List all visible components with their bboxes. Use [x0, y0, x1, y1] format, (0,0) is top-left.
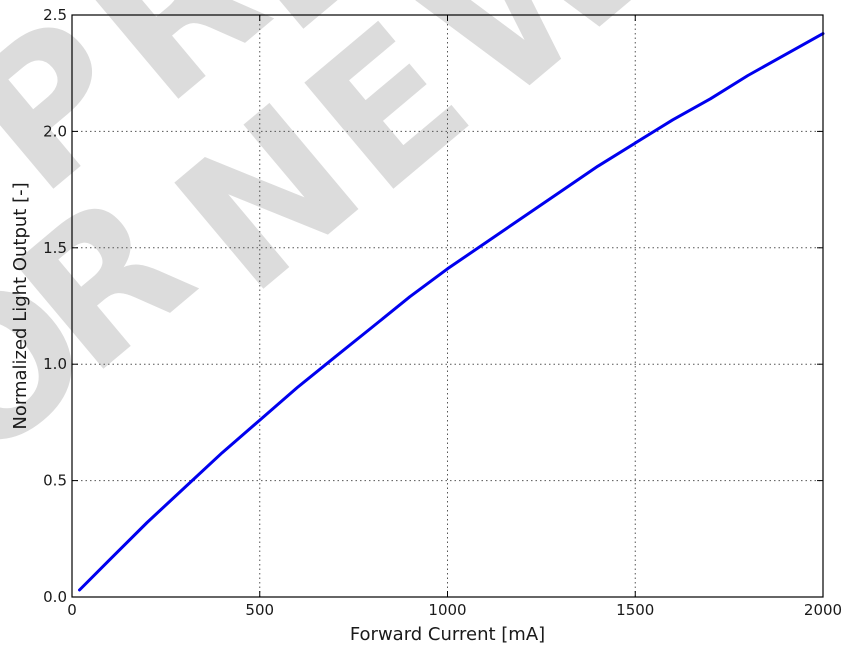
x-tick-label: 1000 [428, 601, 466, 619]
x-tick-label: 0 [67, 601, 77, 619]
y-tick-label: 2.5 [43, 6, 67, 24]
x-axis-title: Forward Current [mA] [350, 624, 545, 645]
y-tick-label: 0.0 [43, 588, 67, 606]
y-tick-label: 1.5 [43, 239, 67, 257]
x-tick-label: 1500 [616, 601, 654, 619]
tick-labels: 0 500 1000 1500 2000 0.0 0.5 1.0 1.5 2.0 2.5 [43, 6, 842, 619]
x-tick-label: 2000 [804, 601, 842, 619]
watermark: PRECORNEW [0, 0, 689, 504]
y-tick-label: 1.0 [43, 355, 67, 373]
grid [72, 15, 823, 597]
series-line [78, 32, 825, 592]
y-axis-title: Normalized Light Output [-] [10, 182, 31, 429]
y-tick-label: 2.0 [43, 122, 67, 140]
x-tick-label: 500 [245, 601, 274, 619]
series-layer [78, 32, 825, 592]
plot-frame [71, 14, 824, 598]
y-tick-label: 0.5 [43, 472, 67, 490]
